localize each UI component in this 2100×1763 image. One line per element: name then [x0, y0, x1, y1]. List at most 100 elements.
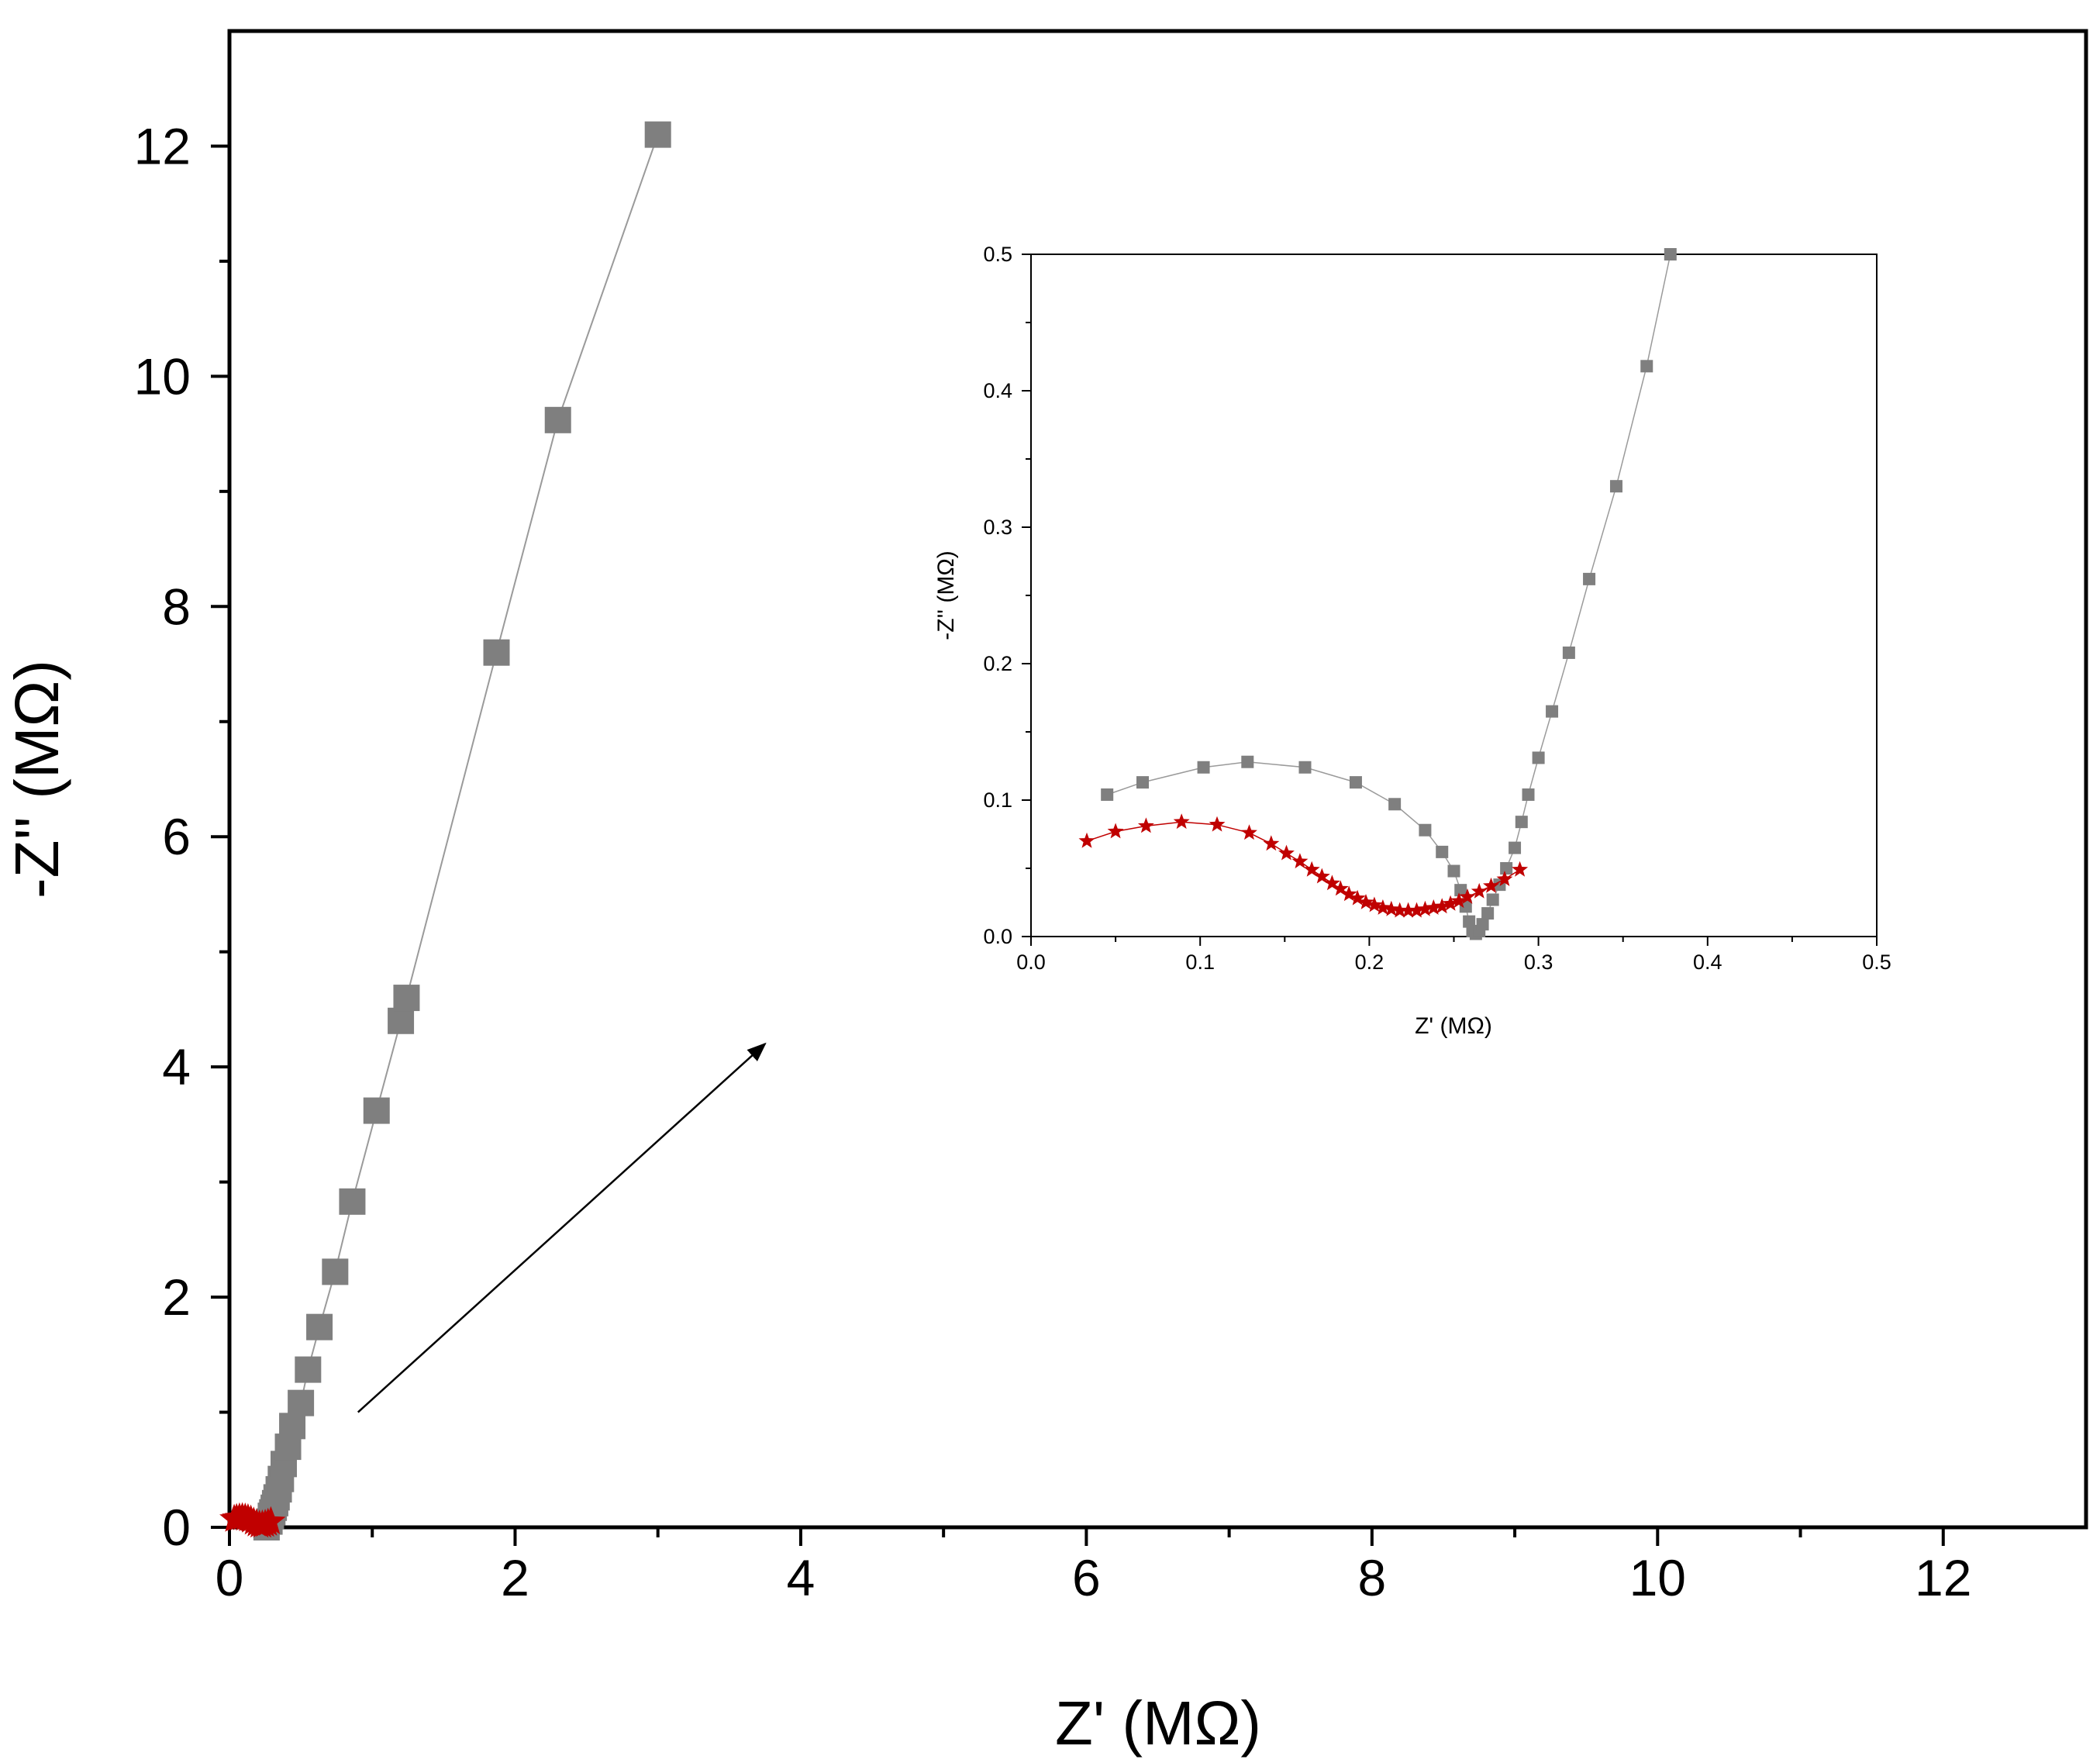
inset-series-layer: [1078, 248, 1677, 940]
inset-gray-square-point: [1481, 907, 1495, 920]
main-x-axis-ticks: 0 2 4 6 8 10 12: [216, 1527, 1971, 1606]
inset-y-tick-label: 0.1: [983, 788, 1012, 812]
inset-red-star-point: [1433, 898, 1450, 914]
inset-gray-square-point: [1436, 845, 1449, 858]
inset-y-tick-label: 0.2: [983, 652, 1012, 675]
inset-red-star-point: [1349, 889, 1366, 906]
inset-red-star-point: [1340, 885, 1357, 902]
inset-red-star-point: [1471, 882, 1488, 899]
inset-gray-square-point: [1136, 776, 1150, 789]
main-gray-square-point: [279, 1413, 306, 1440]
inset-gray-square-point: [1532, 751, 1545, 764]
inset-gray-square-point: [1197, 761, 1210, 774]
inset-gray-square-point: [1583, 572, 1596, 585]
main-gray-square-point: [544, 406, 571, 433]
inset-red-star-point: [1409, 902, 1425, 918]
inset-x-tick-label: 0.2: [1355, 951, 1384, 974]
inset-gray-square-point: [1476, 918, 1489, 931]
inset-gray-square-point: [1500, 862, 1513, 875]
inset-y-axis-ticks: 0.0 0.1 0.2 0.3 0.4 0.5: [983, 243, 1031, 948]
inset-red-star-point: [1425, 899, 1442, 915]
inset-red-star-point: [1241, 824, 1257, 840]
inset-gray-square-point: [1454, 884, 1467, 897]
main-y-axis-title: -Z'' (MΩ): [2, 660, 71, 899]
inset-gray-square-point: [1447, 864, 1460, 878]
inset-gray-square-point: [1509, 841, 1522, 854]
inset-red-star-point: [1303, 861, 1320, 877]
main-gray-square-point: [483, 639, 510, 666]
main-gray-square-point: [295, 1356, 322, 1383]
main-x-tick-label: 4: [787, 1549, 816, 1606]
inset-red-star-point: [1357, 894, 1374, 909]
main-gray-square-point: [288, 1389, 315, 1416]
inset-gray-square-point: [1486, 893, 1499, 906]
main-series-layer: [219, 121, 671, 1540]
inset-red-star-point: [1366, 896, 1383, 913]
inset-y-tick-label: 0.5: [983, 243, 1012, 266]
inset-red-star-point: [1313, 868, 1330, 884]
inset-y-axis-title: -Z'' (MΩ): [933, 550, 959, 640]
inset-background: [1031, 254, 1877, 937]
main-gray-square-point: [363, 1097, 390, 1124]
inset-gray-square-point: [1241, 755, 1254, 768]
main-x-tick-label: 8: [1357, 1549, 1386, 1606]
main-x-axis-title: Z' (MΩ): [1055, 1689, 1261, 1758]
main-y-tick-label: 4: [162, 1038, 191, 1095]
inset-gray-square-point: [1664, 248, 1677, 260]
inset-gray-square-point: [1515, 816, 1528, 829]
main-y-tick-label: 6: [162, 808, 191, 865]
inset-gray-square-point: [1463, 915, 1476, 928]
inset-red-star-point: [1512, 861, 1529, 877]
main-y-tick-label: 10: [134, 347, 191, 405]
main-x-tick-label: 10: [1629, 1549, 1686, 1606]
inset-x-tick-label: 0.3: [1524, 951, 1553, 974]
inset-red-star-point: [1173, 813, 1190, 830]
inset-red-star-point: [1332, 880, 1349, 896]
main-x-tick-label: 6: [1072, 1549, 1101, 1606]
inset-red-star-point: [1323, 875, 1340, 891]
main-plot-frame: [227, 29, 2088, 1530]
main-y-tick-label: 8: [162, 578, 191, 635]
inset-red-star-point: [1078, 832, 1095, 848]
inset-gray-square-point: [1609, 480, 1622, 493]
inset-red-star-point: [1291, 853, 1309, 869]
inset-x-tick-label: 0.4: [1693, 951, 1722, 974]
inset-red-star-point: [1459, 888, 1476, 904]
inset-x-tick-label: 0.5: [1862, 951, 1891, 974]
inset-x-axis-title: Z' (MΩ): [1415, 1013, 1492, 1039]
inset-red-star-point: [1391, 902, 1409, 918]
main-red-star-point: [256, 1506, 286, 1534]
inset-gray-square-point: [1546, 705, 1559, 718]
inset-red-star-point: [1374, 899, 1391, 915]
inset-plot: 0.0 0.1 0.2 0.3 0.4 0.5 0.0 0.1 0.2 0.3 0.4 0.5 Z'…: [933, 243, 1891, 1039]
inset-gray-square-point: [1388, 798, 1402, 811]
inset-red-star-point: [1400, 902, 1416, 918]
main-x-tick-label: 2: [501, 1549, 529, 1606]
inset-gray-square-point: [1640, 360, 1653, 373]
main-gray-square-point: [339, 1188, 366, 1215]
inset-red-star-point: [1483, 877, 1499, 893]
inset-y-tick-label: 0.4: [983, 379, 1012, 402]
main-x-tick-label: 12: [1915, 1549, 1971, 1606]
inset-x-tick-label: 0.1: [1185, 951, 1215, 974]
inset-red-star-point: [1383, 900, 1400, 916]
inset-x-axis-ticks: 0.0 0.1 0.2 0.3 0.4 0.5: [1016, 937, 1891, 974]
inset-y-tick-label: 0.0: [983, 925, 1012, 948]
inset-gray-square-point: [1298, 761, 1312, 774]
inset-red-star-point: [1263, 835, 1280, 851]
inset-y-tick-label: 0.3: [983, 516, 1012, 539]
inset-red-star-point: [1278, 844, 1295, 861]
inset-red-star-point: [1107, 823, 1124, 839]
main-y-tick-label: 0: [162, 1499, 191, 1556]
inset-red-star-point: [1209, 816, 1226, 832]
inset-gray-square-point: [1562, 646, 1575, 659]
inset-gray-square-point: [1522, 788, 1535, 801]
main-y-axis-ticks: 0 2 4 6 8 10 12: [134, 117, 229, 1556]
main-gray-square-point: [388, 1007, 415, 1034]
main-x-tick-label: 0: [216, 1549, 244, 1606]
inset-gray-square-point: [1419, 823, 1432, 837]
main-gray-square-point: [322, 1258, 349, 1285]
inset-gray-square-point: [1349, 776, 1362, 789]
main-arrow-annotation: [357, 1042, 767, 1413]
